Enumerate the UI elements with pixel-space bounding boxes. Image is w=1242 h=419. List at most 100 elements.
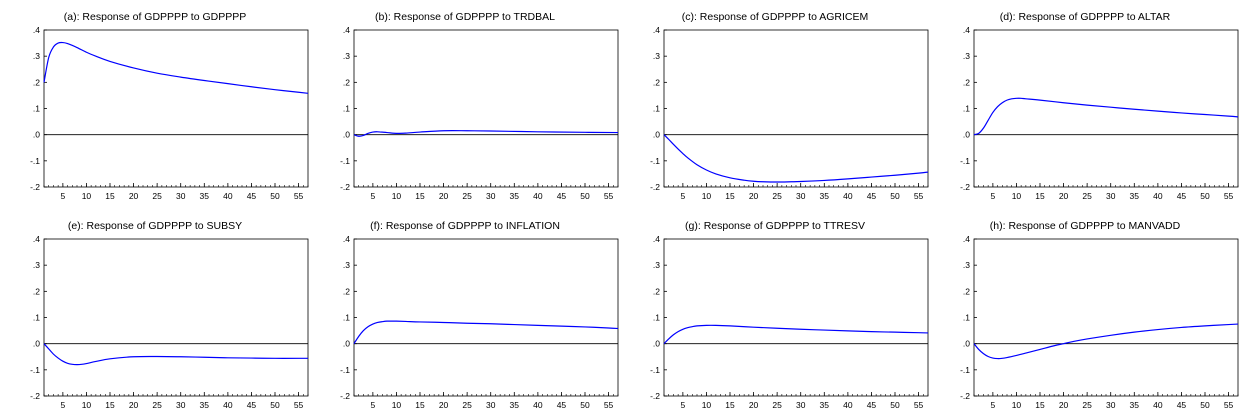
y-tick-label: .4 bbox=[963, 234, 970, 244]
x-tick-label: 45 bbox=[557, 400, 567, 410]
x-tick-label: 10 bbox=[1012, 191, 1022, 201]
x-tick-label: 20 bbox=[439, 400, 449, 410]
y-tick-label: -.2 bbox=[340, 391, 350, 401]
x-tick-label: 20 bbox=[1059, 400, 1069, 410]
y-tick-label: -.2 bbox=[30, 182, 40, 192]
x-tick-label: 20 bbox=[129, 400, 139, 410]
x-tick-label: 30 bbox=[486, 400, 496, 410]
x-tick-label: 25 bbox=[462, 191, 472, 201]
irf-panel: (f): Response of GDPPPP to INFLATION .4 .3… bbox=[310, 209, 620, 418]
x-tick-label: 40 bbox=[843, 400, 853, 410]
irf-plot: .4 .3 .2 .1 .0 -.1 -.2 5 10 15 20 25 30 35 40 45 50 55 bbox=[340, 234, 619, 410]
panel-title: (g): Response of GDPPPP to TTRESV bbox=[685, 220, 865, 232]
irf-plot: .4 .3 .2 .1 .0 -.1 -.2 5 10 15 20 25 30 35 40 45 50 55 bbox=[650, 25, 929, 201]
y-tick-label: -.1 bbox=[650, 365, 660, 375]
y-tick-label: -.1 bbox=[30, 365, 40, 375]
x-tick-label: 55 bbox=[1224, 191, 1234, 201]
x-tick-label: 50 bbox=[270, 191, 280, 201]
x-tick-label: 5 bbox=[60, 191, 65, 201]
x-tick-label: 25 bbox=[1082, 400, 1092, 410]
y-tick-label: -.1 bbox=[650, 156, 660, 166]
y-tick-label: .3 bbox=[963, 260, 970, 270]
y-tick-label: .4 bbox=[653, 234, 660, 244]
irf-panel: (h): Response of GDPPPP to MANVADD .4 .3 .2… bbox=[930, 209, 1240, 418]
y-tick-label: .1 bbox=[963, 104, 970, 114]
x-tick-label: 25 bbox=[1082, 191, 1092, 201]
x-tick-label: 30 bbox=[796, 400, 806, 410]
panel-title: (e): Response of GDPPPP to SUBSY bbox=[67, 220, 243, 232]
y-tick-label: .0 bbox=[33, 130, 40, 140]
x-tick-label: 15 bbox=[415, 191, 425, 201]
x-tick-label: 5 bbox=[60, 400, 65, 410]
panel-title: (c): Response of GDPPPP to AGRICEM bbox=[681, 11, 869, 23]
x-tick-label: 55 bbox=[604, 400, 614, 410]
x-tick-label: 5 bbox=[990, 400, 995, 410]
x-tick-label: 5 bbox=[990, 191, 995, 201]
y-tick-label: .2 bbox=[963, 77, 970, 87]
x-tick-label: 55 bbox=[294, 191, 304, 201]
x-tick-label: 50 bbox=[580, 400, 590, 410]
y-tick-label: .4 bbox=[653, 25, 660, 35]
x-tick-label: 15 bbox=[725, 191, 735, 201]
x-tick-label: 55 bbox=[914, 400, 924, 410]
y-tick-label: .4 bbox=[343, 25, 350, 35]
y-tick-label: .1 bbox=[33, 104, 40, 114]
y-tick-label: -.2 bbox=[340, 182, 350, 192]
x-tick-label: 40 bbox=[533, 191, 543, 201]
irf-plot: .4 .3 .2 .1 .0 -.1 -.2 5 10 15 20 25 30 35 40 45 50 55 bbox=[340, 25, 619, 201]
y-tick-label: .4 bbox=[33, 234, 40, 244]
y-tick-label: .1 bbox=[343, 104, 350, 114]
x-tick-label: 35 bbox=[200, 191, 210, 201]
x-tick-label: 10 bbox=[702, 191, 712, 201]
x-tick-label: 40 bbox=[533, 400, 543, 410]
irf-panel: (e): Response of GDPPPP to SUBSY .4 .3 .2 .1… bbox=[0, 209, 310, 418]
y-tick-label: .2 bbox=[33, 77, 40, 87]
y-tick-label: -.1 bbox=[30, 156, 40, 166]
y-tick-label: .0 bbox=[653, 339, 660, 349]
y-tick-label: .2 bbox=[963, 286, 970, 296]
x-tick-label: 50 bbox=[1200, 400, 1210, 410]
x-tick-label: 45 bbox=[1177, 400, 1187, 410]
x-tick-label: 30 bbox=[176, 191, 186, 201]
y-tick-label: -.1 bbox=[960, 365, 970, 375]
x-tick-label: 55 bbox=[604, 191, 614, 201]
response-line bbox=[973, 97, 1239, 136]
y-tick-label: .1 bbox=[33, 313, 40, 323]
plot-frame bbox=[43, 238, 309, 397]
irf-plot: .4 .3 .2 .1 .0 -.1 -.2 5 10 15 20 25 30 35 40 45 50 55 bbox=[30, 25, 309, 201]
irf-panel: (d): Response of GDPPPP to ALTAR .4 .3 .2 .1… bbox=[930, 0, 1240, 209]
x-tick-label: 15 bbox=[105, 400, 115, 410]
x-tick-label: 5 bbox=[680, 400, 685, 410]
x-tick-label: 45 bbox=[247, 400, 257, 410]
x-tick-label: 40 bbox=[223, 400, 233, 410]
y-tick-label: .4 bbox=[343, 234, 350, 244]
y-tick-label: -.1 bbox=[960, 156, 970, 166]
panel-title: (h): Response of GDPPPP to MANVADD bbox=[989, 220, 1181, 232]
y-tick-label: .3 bbox=[653, 51, 660, 61]
panel-title: (a): Response of GDPPPP to GDPPPP bbox=[63, 11, 247, 23]
y-tick-label: -.2 bbox=[650, 182, 660, 192]
y-tick-label: .1 bbox=[343, 313, 350, 323]
x-tick-label: 10 bbox=[82, 400, 92, 410]
x-tick-label: 40 bbox=[1153, 191, 1163, 201]
x-tick-label: 45 bbox=[867, 400, 877, 410]
y-tick-label: .3 bbox=[33, 260, 40, 270]
plot-frame bbox=[973, 29, 1239, 188]
x-tick-label: 30 bbox=[176, 400, 186, 410]
x-tick-label: 35 bbox=[820, 191, 830, 201]
x-tick-label: 10 bbox=[1012, 400, 1022, 410]
x-tick-label: 20 bbox=[439, 191, 449, 201]
x-tick-label: 35 bbox=[1130, 191, 1140, 201]
y-tick-label: .1 bbox=[653, 313, 660, 323]
y-tick-label: -.2 bbox=[30, 391, 40, 401]
x-tick-label: 30 bbox=[486, 191, 496, 201]
x-tick-label: 40 bbox=[223, 191, 233, 201]
x-tick-label: 40 bbox=[1153, 400, 1163, 410]
x-tick-label: 35 bbox=[820, 400, 830, 410]
x-tick-label: 55 bbox=[1224, 400, 1234, 410]
x-tick-label: 35 bbox=[510, 191, 520, 201]
y-tick-label: .0 bbox=[653, 130, 660, 140]
y-tick-label: -.2 bbox=[960, 391, 970, 401]
x-tick-label: 35 bbox=[1130, 400, 1140, 410]
